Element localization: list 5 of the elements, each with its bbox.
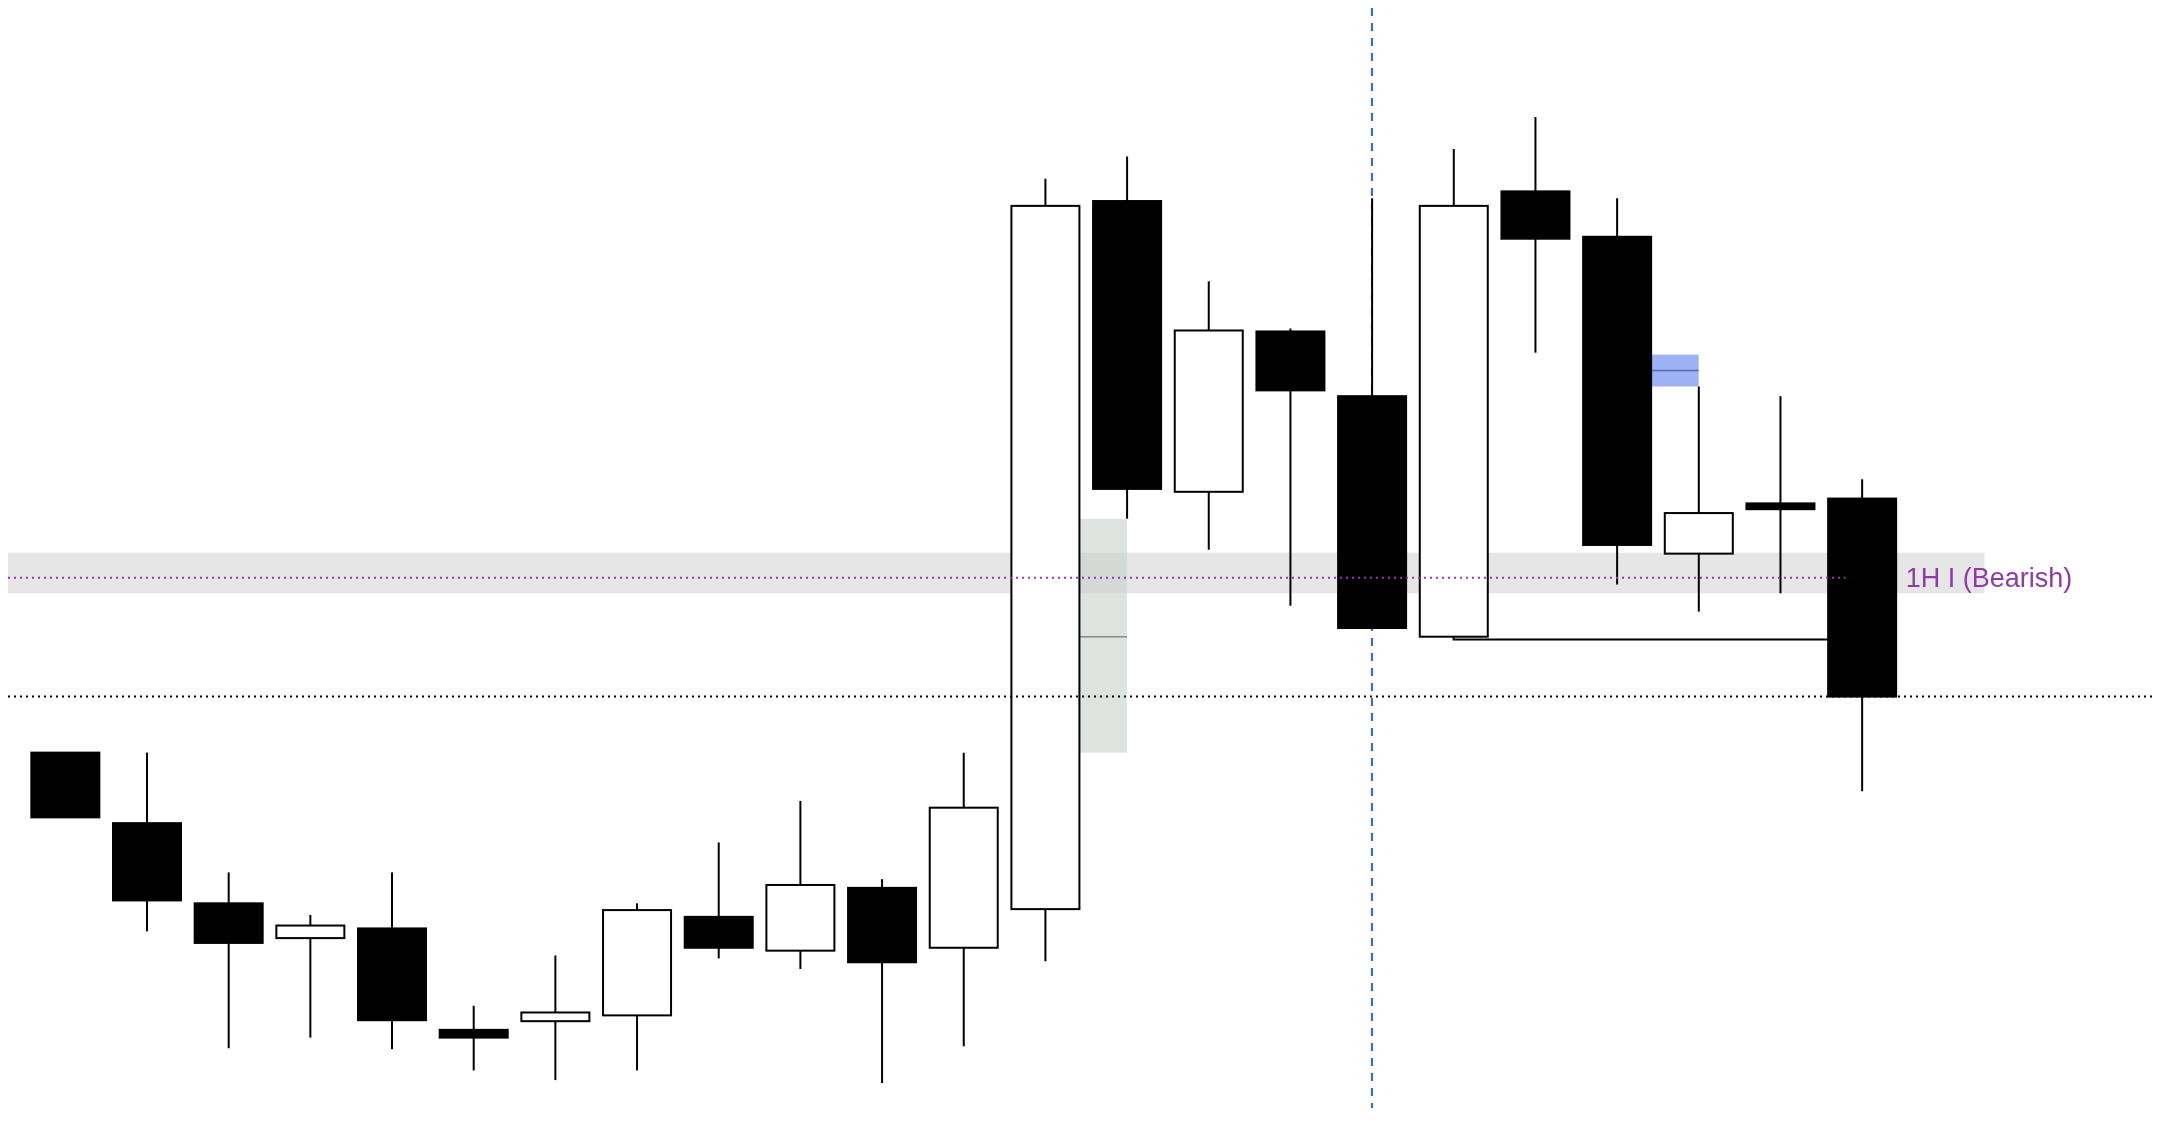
candlestick <box>275 913 346 1039</box>
candlestick <box>1745 395 1816 595</box>
ref-line-label: 1H I (Bearish) <box>1905 562 2073 593</box>
candlestick <box>520 954 591 1082</box>
candlestick <box>438 1004 509 1072</box>
